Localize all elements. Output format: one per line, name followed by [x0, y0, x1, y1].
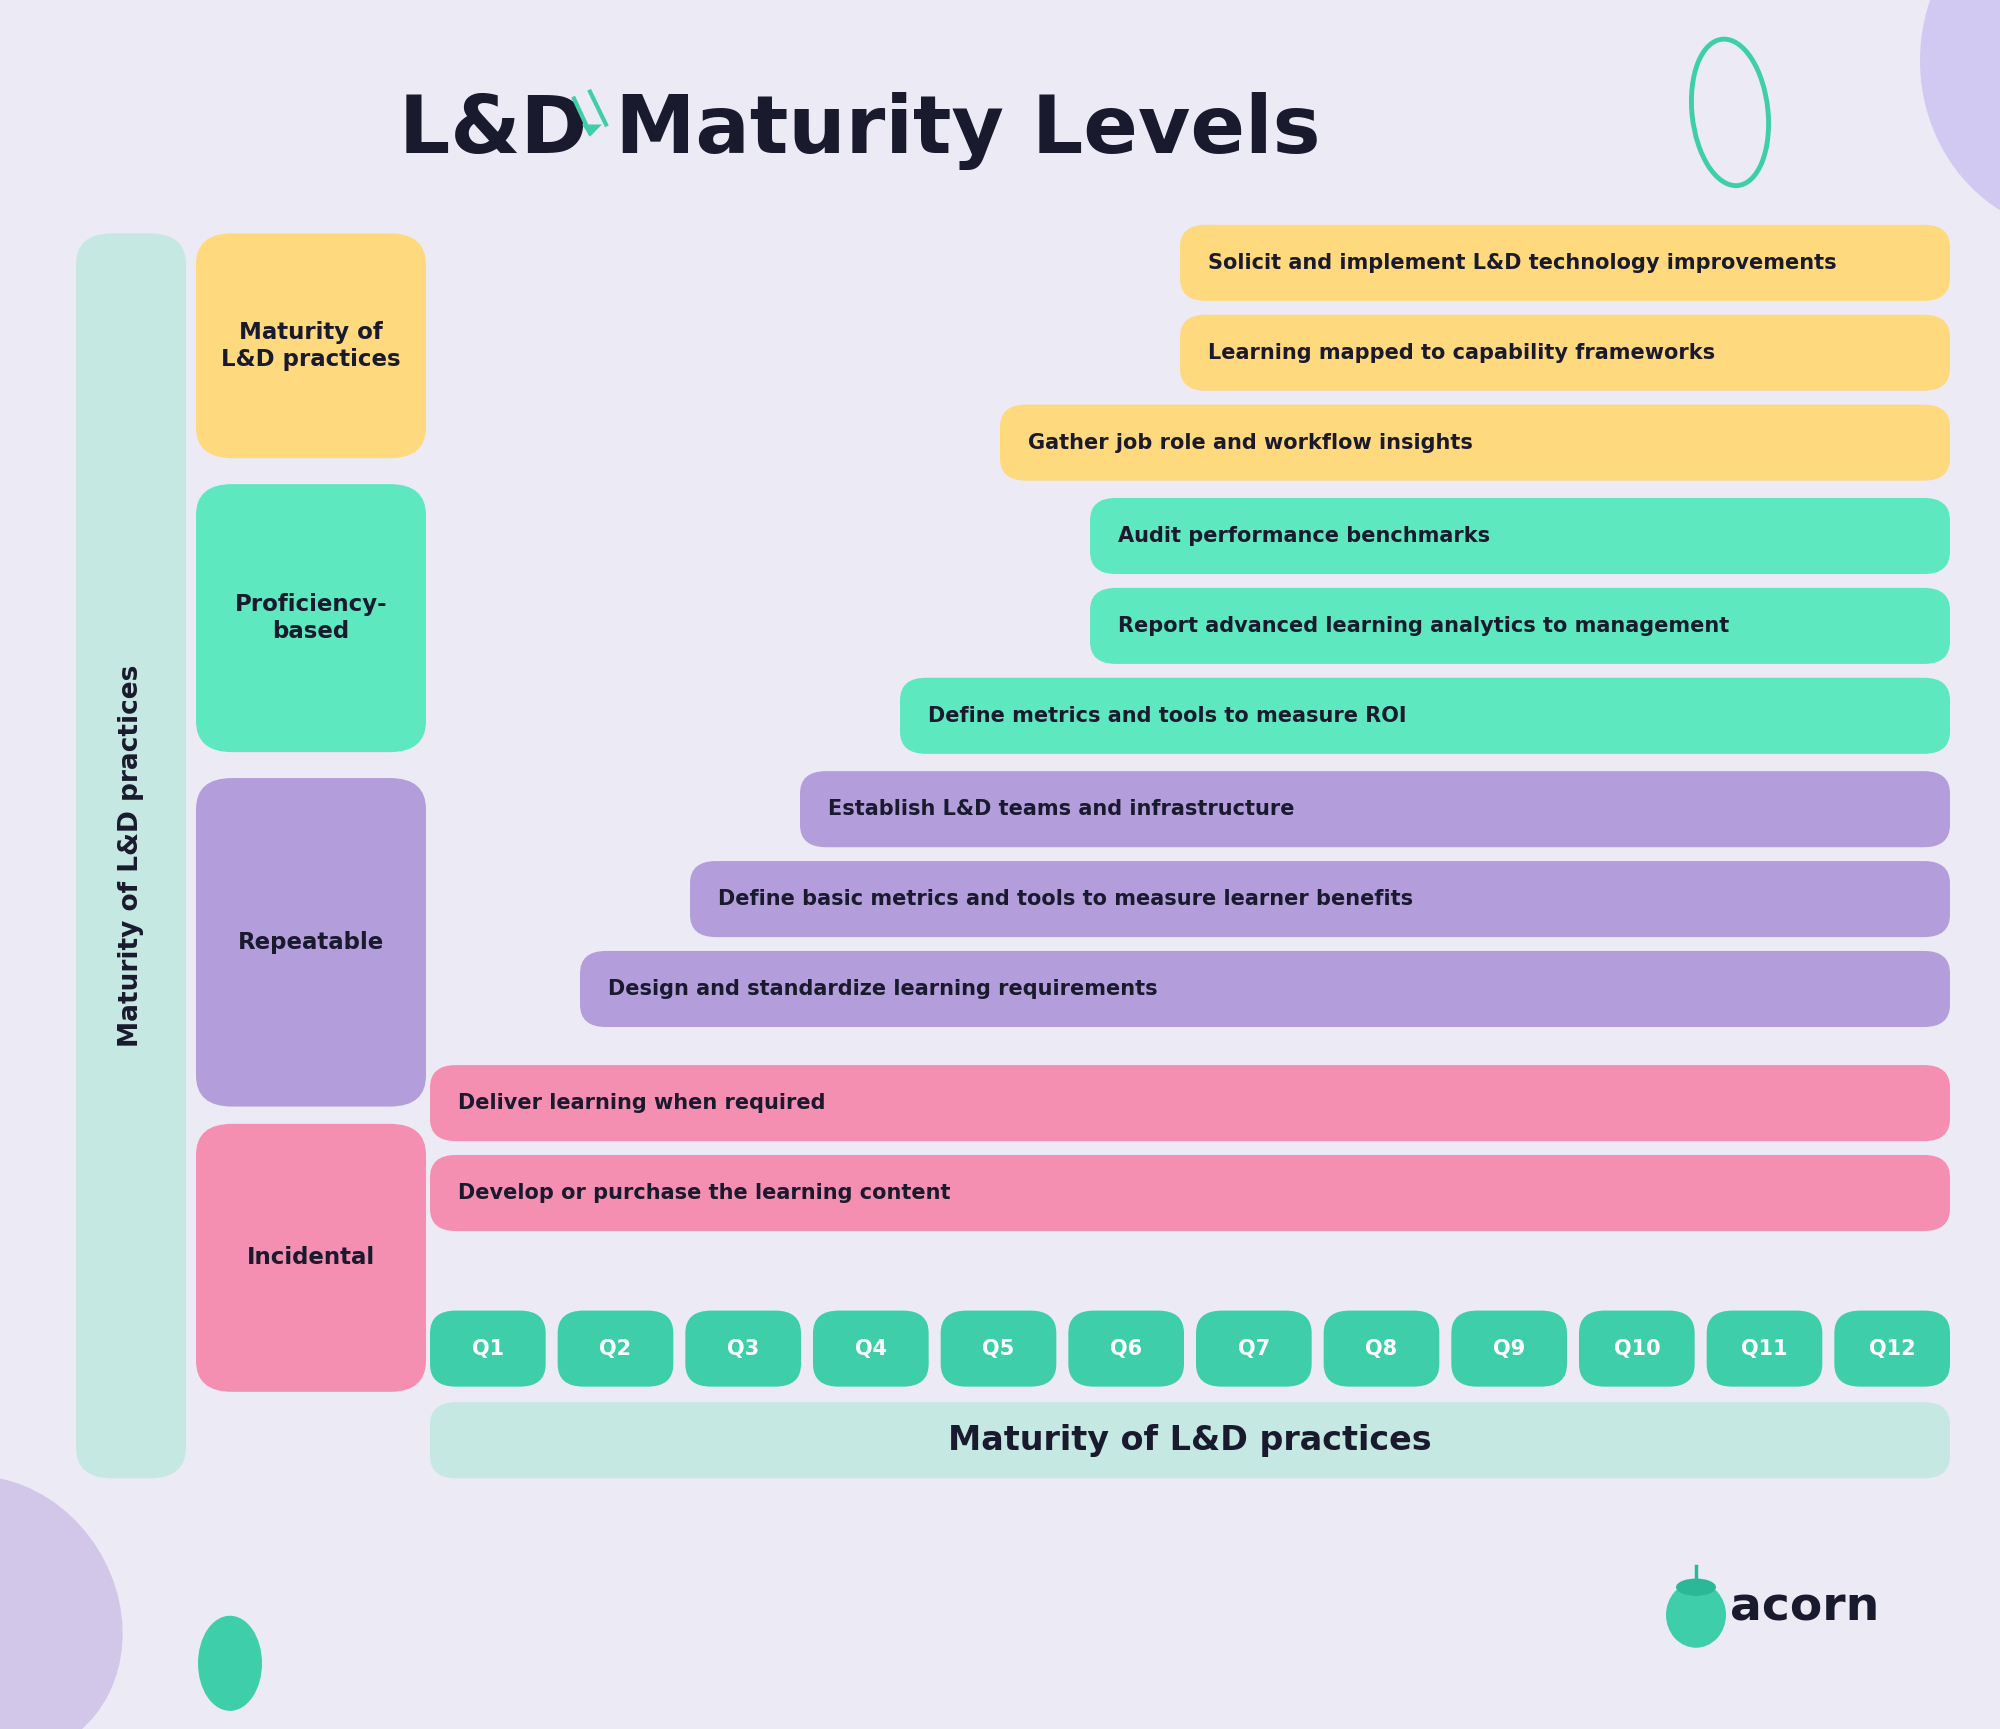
FancyBboxPatch shape	[690, 861, 1950, 937]
FancyBboxPatch shape	[1706, 1311, 1822, 1387]
FancyBboxPatch shape	[196, 484, 426, 752]
Text: Solicit and implement L&D technology improvements: Solicit and implement L&D technology imp…	[1208, 252, 1836, 273]
FancyBboxPatch shape	[900, 678, 1950, 754]
Ellipse shape	[1666, 1582, 1726, 1648]
Text: Develop or purchase the learning content: Develop or purchase the learning content	[458, 1183, 950, 1203]
FancyBboxPatch shape	[196, 1124, 426, 1392]
FancyBboxPatch shape	[430, 1402, 1950, 1478]
FancyBboxPatch shape	[76, 233, 186, 1478]
Text: Q4: Q4	[854, 1338, 886, 1359]
Text: Q8: Q8	[1366, 1338, 1398, 1359]
Text: Maturity of L&D practices: Maturity of L&D practices	[948, 1423, 1432, 1458]
Text: Q2: Q2	[600, 1338, 632, 1359]
Text: Define basic metrics and tools to measure learner benefits: Define basic metrics and tools to measur…	[718, 889, 1414, 909]
Text: Maturity of L&D practices: Maturity of L&D practices	[118, 664, 144, 1048]
FancyBboxPatch shape	[686, 1311, 800, 1387]
Text: L&D Maturity Levels: L&D Maturity Levels	[400, 92, 1320, 171]
FancyBboxPatch shape	[1196, 1311, 1312, 1387]
Text: Maturity of
L&D practices: Maturity of L&D practices	[222, 322, 400, 370]
Text: Q9: Q9	[1494, 1338, 1526, 1359]
Ellipse shape	[198, 1615, 262, 1712]
FancyBboxPatch shape	[812, 1311, 928, 1387]
Ellipse shape	[1920, 0, 2000, 233]
Text: Q7: Q7	[1238, 1338, 1270, 1359]
Text: Gather job role and workflow insights: Gather job role and workflow insights	[1028, 432, 1472, 453]
FancyBboxPatch shape	[430, 1065, 1950, 1141]
FancyBboxPatch shape	[1324, 1311, 1440, 1387]
Text: Q5: Q5	[982, 1338, 1014, 1359]
Text: Establish L&D teams and infrastructure: Establish L&D teams and infrastructure	[828, 799, 1294, 820]
Ellipse shape	[1676, 1579, 1716, 1596]
FancyBboxPatch shape	[800, 771, 1950, 847]
Text: Deliver learning when required: Deliver learning when required	[458, 1093, 826, 1113]
FancyBboxPatch shape	[196, 233, 426, 458]
Ellipse shape	[0, 1477, 122, 1729]
FancyBboxPatch shape	[558, 1311, 674, 1387]
FancyBboxPatch shape	[430, 1155, 1950, 1231]
FancyBboxPatch shape	[1578, 1311, 1694, 1387]
FancyBboxPatch shape	[430, 1311, 546, 1387]
FancyBboxPatch shape	[1090, 588, 1950, 664]
FancyBboxPatch shape	[1068, 1311, 1184, 1387]
Text: Q10: Q10	[1614, 1338, 1660, 1359]
FancyBboxPatch shape	[1180, 315, 1950, 391]
Text: Learning mapped to capability frameworks: Learning mapped to capability frameworks	[1208, 342, 1716, 363]
Text: Q11: Q11	[1742, 1338, 1788, 1359]
Text: Q6: Q6	[1110, 1338, 1142, 1359]
FancyBboxPatch shape	[1000, 405, 1950, 481]
Text: Incidental: Incidental	[246, 1247, 376, 1269]
FancyBboxPatch shape	[940, 1311, 1056, 1387]
Polygon shape	[582, 124, 602, 137]
Text: Q12: Q12	[1868, 1338, 1916, 1359]
Text: Design and standardize learning requirements: Design and standardize learning requirem…	[608, 979, 1158, 999]
FancyBboxPatch shape	[196, 778, 426, 1107]
FancyBboxPatch shape	[1180, 225, 1950, 301]
FancyBboxPatch shape	[1834, 1311, 1950, 1387]
Text: Audit performance benchmarks: Audit performance benchmarks	[1118, 526, 1490, 546]
Text: Define metrics and tools to measure ROI: Define metrics and tools to measure ROI	[928, 705, 1406, 726]
Text: Proficiency-
based: Proficiency- based	[234, 593, 388, 643]
FancyBboxPatch shape	[1090, 498, 1950, 574]
Text: Q3: Q3	[728, 1338, 760, 1359]
FancyBboxPatch shape	[580, 951, 1950, 1027]
Text: acorn: acorn	[1730, 1585, 1880, 1630]
Text: Report advanced learning analytics to management: Report advanced learning analytics to ma…	[1118, 616, 1730, 636]
FancyBboxPatch shape	[1452, 1311, 1566, 1387]
Text: Repeatable: Repeatable	[238, 930, 384, 954]
Text: Q1: Q1	[472, 1338, 504, 1359]
